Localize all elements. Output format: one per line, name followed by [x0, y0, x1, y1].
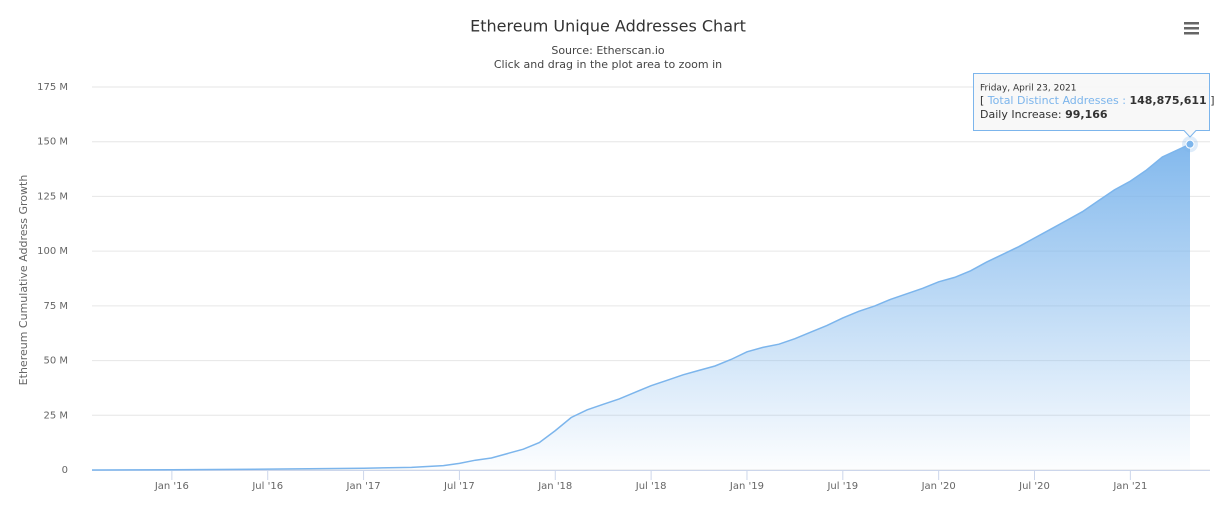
area-fill: [92, 144, 1190, 470]
menu-bar[interactable]: [1184, 22, 1199, 25]
y-tick-label: 100 M: [37, 246, 68, 257]
tooltip-row: Daily Increase: 99,166: [980, 108, 1108, 121]
y-tick-label: 75 M: [43, 301, 68, 312]
x-tick-label: Jul '16: [251, 481, 283, 492]
x-tick-label: Jan '19: [729, 481, 764, 492]
y-tick-label: 125 M: [37, 191, 68, 202]
hover-point: [1185, 139, 1195, 149]
x-tick-label: Jan '20: [921, 481, 956, 492]
y-tick-label: 150 M: [37, 137, 68, 148]
x-tick-label: Jan '18: [537, 481, 572, 492]
x-tick-label: Jul '17: [443, 481, 475, 492]
tooltip-daily-label: Daily Increase:: [980, 108, 1062, 121]
chart-subtitle: Source: Etherscan.io: [551, 44, 665, 57]
y-tick-label: 0: [62, 465, 68, 476]
y-tick-label: 175 M: [37, 82, 68, 93]
y-tick-label: 25 M: [43, 410, 68, 421]
chart-title: Ethereum Unique Addresses Chart: [470, 17, 746, 36]
tooltip-value: 148,875,611: [1129, 94, 1206, 107]
x-tick-label: Jan '21: [1112, 481, 1147, 492]
tooltip-row: [ Total Distinct Addresses : 148,875,611…: [980, 94, 1215, 107]
tooltip-date: Friday, April 23, 2021: [980, 84, 1077, 94]
tooltip-box: [973, 73, 1210, 138]
chart-subtitle: Click and drag in the plot area to zoom …: [494, 58, 722, 71]
plot-area: 0 25 M 50 M 75 M 100 M 125 M 150 M 175 M Jan '16…: [37, 82, 1210, 492]
tooltip-bracket: [: [980, 94, 984, 107]
menu-bar[interactable]: [1184, 32, 1199, 35]
x-tick-label: Jul '20: [1018, 481, 1050, 492]
x-tick-label: Jan '17: [346, 481, 381, 492]
y-axis-title: Ethereum Cumulative Address Growth: [17, 175, 30, 386]
x-tick-label: Jul '19: [826, 481, 858, 492]
tooltip-daily-value: 99,166: [1065, 108, 1108, 121]
tooltip-bracket: ]: [1210, 94, 1214, 107]
x-tick-label: Jul '18: [635, 481, 667, 492]
tooltip: Friday, April 23, 2021[ Total Distinct A…: [973, 73, 1215, 138]
menu-button[interactable]: [1178, 17, 1206, 39]
y-tick-label: 50 M: [43, 356, 68, 367]
x-tick-label: Jan '16: [154, 481, 189, 492]
tooltip-separator: :: [1122, 94, 1126, 107]
area-line: [91, 143, 1191, 471]
menu-bar[interactable]: [1184, 27, 1199, 30]
tooltip-series: Total Distinct Addresses: [987, 94, 1119, 107]
